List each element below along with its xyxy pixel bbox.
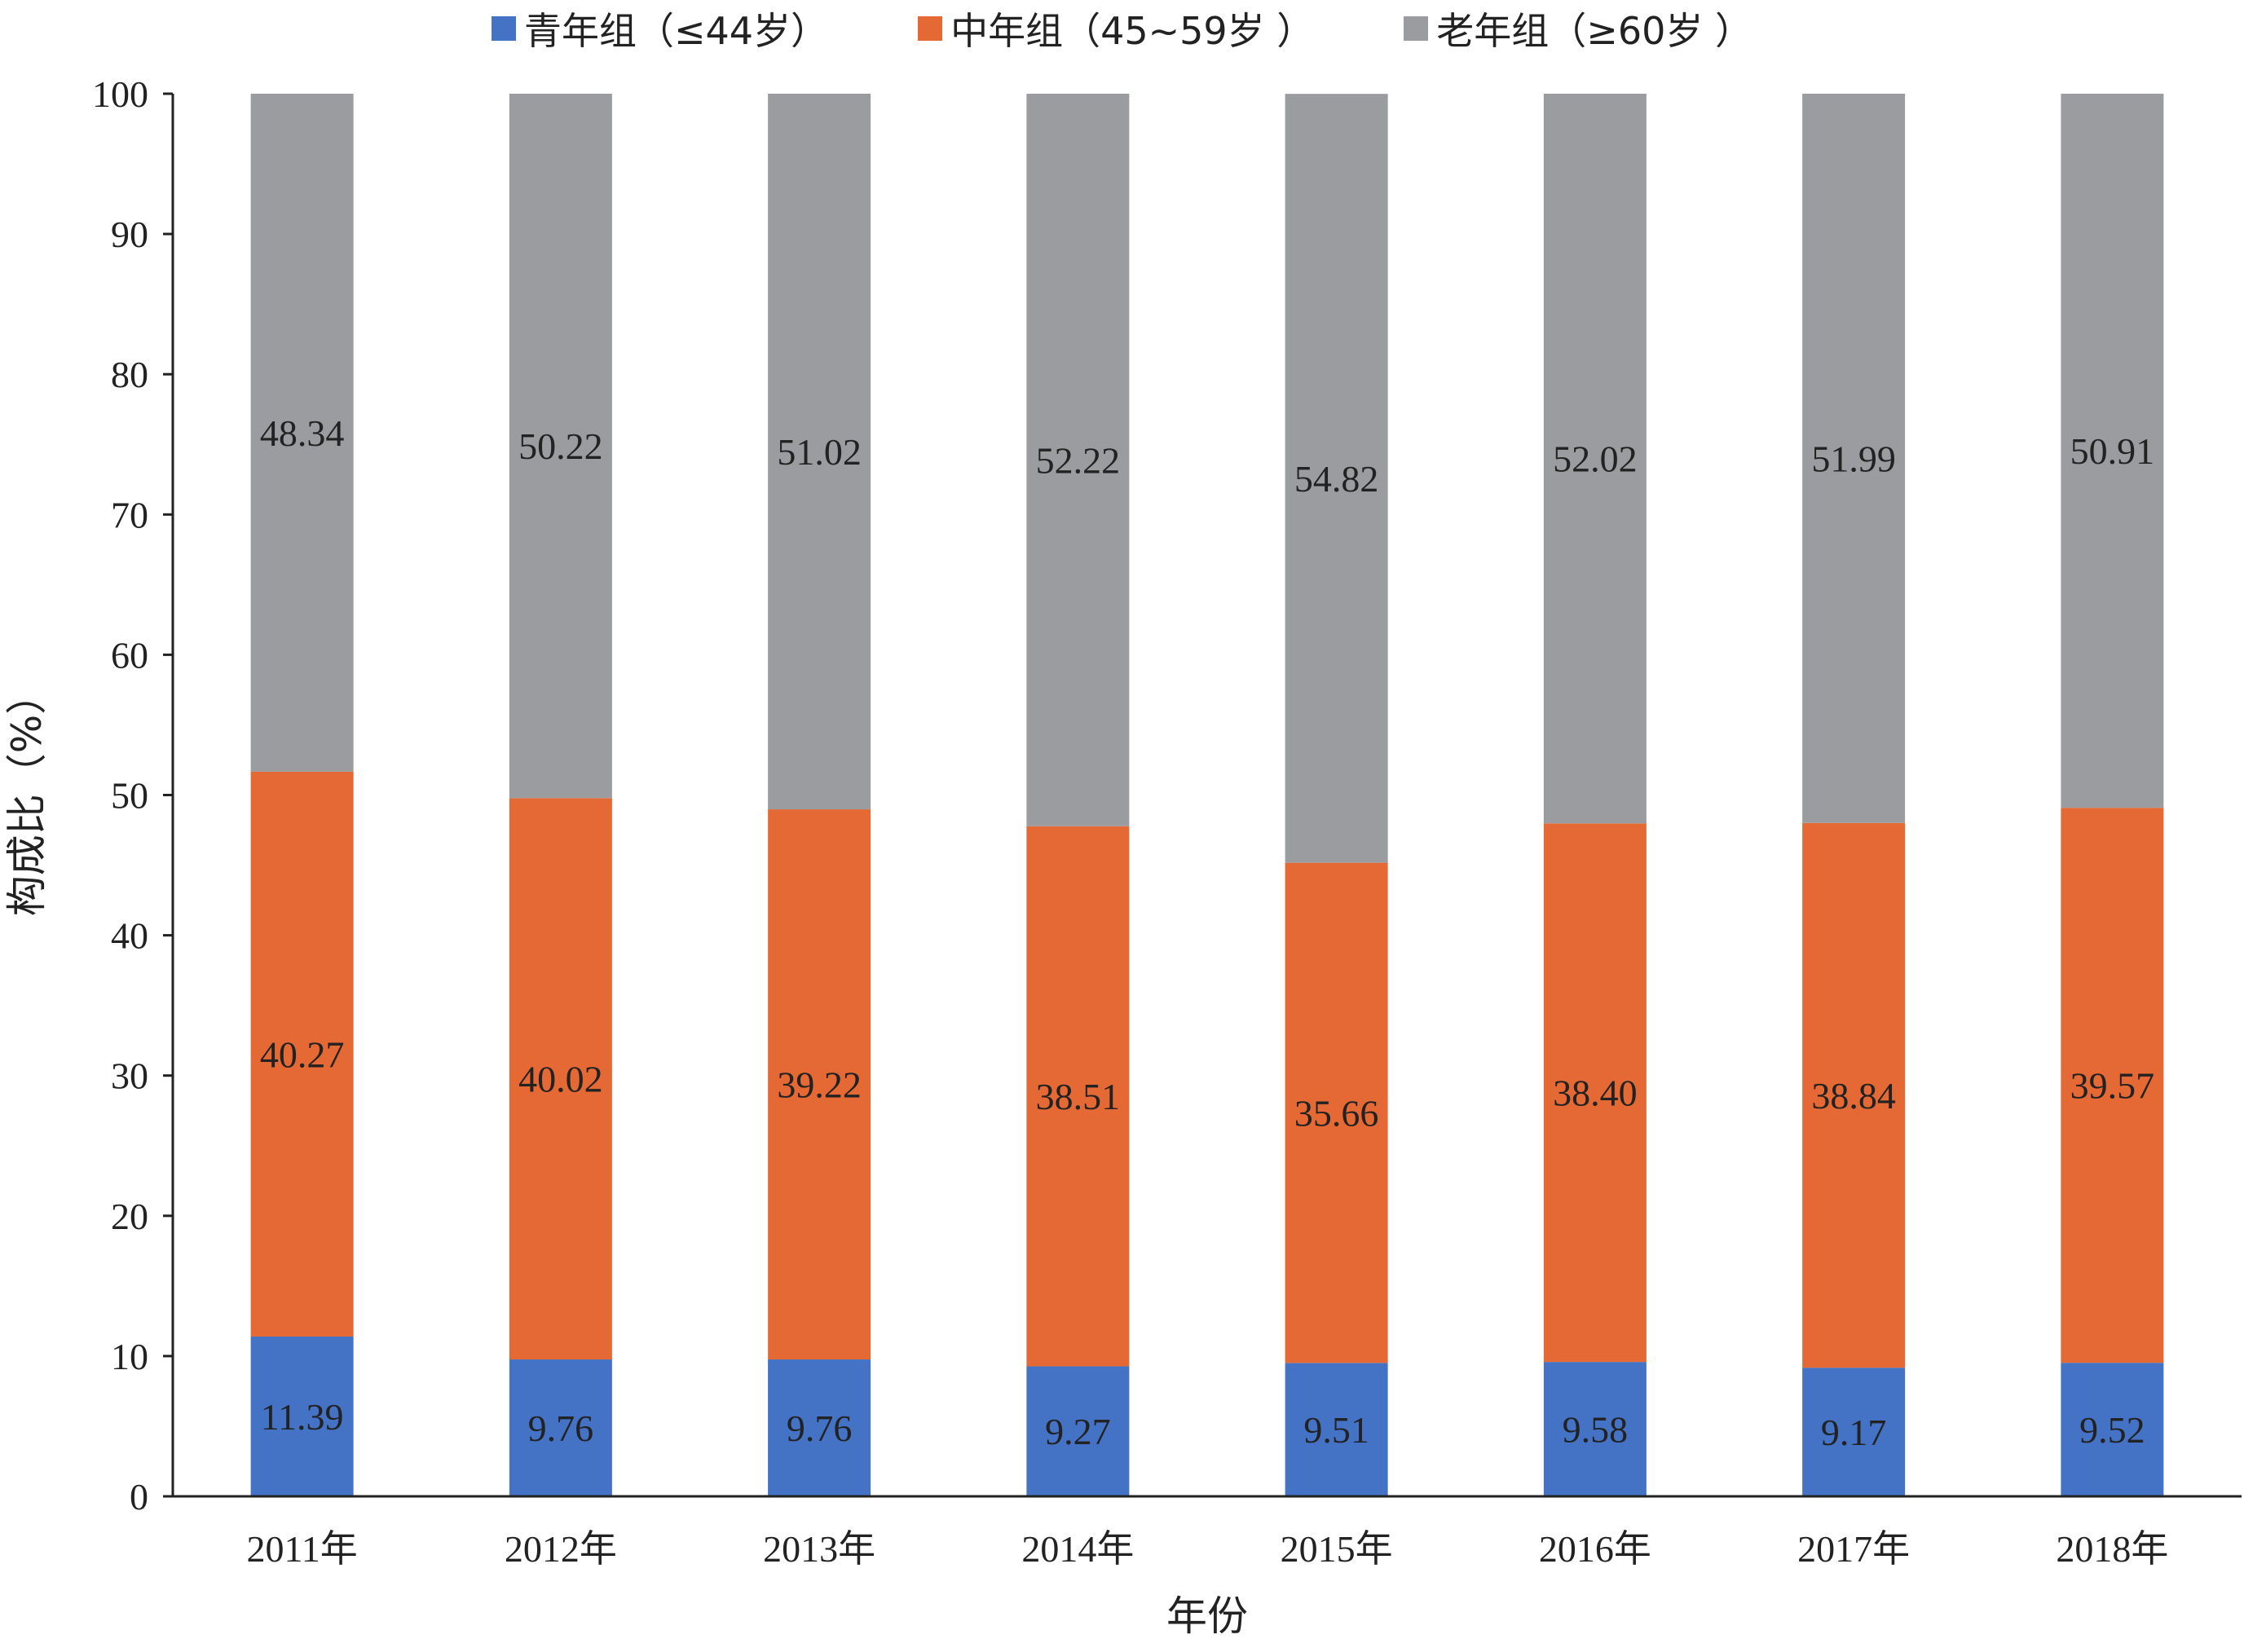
data-label-2016年-series-1: 38.40 xyxy=(1553,1073,1638,1114)
data-label-2015年-series-2: 54.82 xyxy=(1294,458,1379,500)
legend-label-middle: 中年组（45~59岁 ） xyxy=(950,9,1315,53)
data-label-2015年-series-0: 9.51 xyxy=(1303,1409,1369,1451)
x-tick-label-7: 2018年 xyxy=(2056,1528,2168,1570)
bar-2018年-series-2 xyxy=(2061,94,2164,808)
legend-swatch-youth xyxy=(491,16,516,41)
y-tick-label-50: 50 xyxy=(111,775,148,817)
bar-2017年-series-1 xyxy=(1802,822,1906,1368)
bar-2015年-series-1 xyxy=(1285,862,1388,1363)
bar-2016年-series-2 xyxy=(1543,94,1647,824)
data-label-2012年-series-2: 50.22 xyxy=(518,425,603,467)
bar-2013年-series-1 xyxy=(768,809,871,1360)
data-label-2013年-series-1: 39.22 xyxy=(777,1064,862,1106)
y-axis-title: 构成比（%） xyxy=(3,674,51,917)
bar-2018年-series-0 xyxy=(2061,1363,2164,1496)
data-label-2012年-series-1: 40.02 xyxy=(518,1059,603,1100)
y-tick-label-90: 90 xyxy=(111,214,148,255)
legend-item-youth: 青年组（≤44岁） xyxy=(491,2,829,55)
data-label-2014年-series-1: 38.51 xyxy=(1036,1076,1121,1117)
data-label-2012年-series-0: 9.76 xyxy=(528,1408,594,1449)
data-label-2011年-series-2: 48.34 xyxy=(260,412,345,454)
x-axis-ticks: 2011年 2012年 2013年 2014年 2015年 2016年 2017年 2018年 xyxy=(246,1528,2168,1570)
x-tick-label-2: 2013年 xyxy=(763,1528,875,1570)
data-label-2015年-series-1: 35.66 xyxy=(1294,1092,1379,1134)
bars xyxy=(250,94,2164,1496)
bar-2011年-series-1 xyxy=(250,771,354,1337)
y-tick-label-70: 70 xyxy=(111,494,148,535)
bar-2011年-series-0 xyxy=(250,1336,354,1496)
legend-label-youth: 青年组（≤44岁） xyxy=(523,9,829,53)
data-label-2017年-series-1: 38.84 xyxy=(1811,1075,1896,1117)
x-tick-label-6: 2017年 xyxy=(1797,1528,1910,1570)
x-axis-title: 年份 xyxy=(1166,1593,1248,1640)
x-tick-label-0: 2011年 xyxy=(246,1528,357,1570)
data-label-2016年-series-2: 52.02 xyxy=(1553,438,1638,480)
data-label-2018年-series-0: 9.52 xyxy=(2079,1409,2145,1451)
x-tick-label-4: 2015年 xyxy=(1281,1528,1393,1570)
y-tick-label-80: 80 xyxy=(111,354,148,395)
bar-2015年-series-0 xyxy=(1285,1363,1388,1496)
bar-2014年-series-2 xyxy=(1026,94,1130,826)
bar-2017年-series-0 xyxy=(1802,1368,1906,1496)
legend-item-middle: 中年组（45~59岁 ） xyxy=(918,2,1314,55)
data-label-2011年-series-0: 11.39 xyxy=(261,1396,344,1438)
bar-2016年-series-1 xyxy=(1543,823,1647,1363)
bar-2013年-series-2 xyxy=(768,94,871,810)
bar-2012年-series-1 xyxy=(509,798,612,1360)
data-label-2018年-series-2: 50.91 xyxy=(2070,430,2155,472)
data-label-2014年-series-2: 52.22 xyxy=(1036,439,1121,481)
y-axis-ticks: 0 10 20 30 40 50 60 70 80 90 100 xyxy=(92,73,173,1518)
legend-item-elderly: 老年组（≥60岁 ） xyxy=(1404,2,1752,55)
y-tick-label-10: 10 xyxy=(111,1336,148,1377)
bar-2013年-series-0 xyxy=(768,1359,871,1496)
bar-2018年-series-1 xyxy=(2061,808,2164,1363)
x-tick-label-1: 2012年 xyxy=(505,1528,617,1570)
legend-label-elderly: 老年组（≥60岁 ） xyxy=(1436,9,1752,53)
bar-2014年-series-0 xyxy=(1026,1366,1130,1496)
y-tick-label-100: 100 xyxy=(92,73,148,115)
bar-2015年-series-2 xyxy=(1285,94,1388,863)
y-tick-label-20: 20 xyxy=(111,1196,148,1237)
bar-2011年-series-2 xyxy=(250,94,354,772)
legend-swatch-middle xyxy=(918,16,943,41)
data-label-2017年-series-0: 9.17 xyxy=(1821,1412,1887,1453)
bar-2014年-series-1 xyxy=(1026,826,1130,1367)
y-tick-label-0: 0 xyxy=(130,1476,148,1518)
data-label-2018年-series-1: 39.57 xyxy=(2070,1065,2155,1107)
data-label-2013年-series-2: 51.02 xyxy=(777,431,862,473)
y-tick-label-60: 60 xyxy=(111,634,148,676)
legend-swatch-elderly xyxy=(1404,16,1429,41)
legend: 青年组（≤44岁） 中年组（45~59岁 ） 老年组（≥60岁 ） xyxy=(0,0,2244,57)
data-labels: 11.39 40.27 48.34 9.76 40.02 50.22 9.76 39.22 51… xyxy=(260,412,2154,1453)
x-tick-label-5: 2016年 xyxy=(1539,1528,1651,1570)
y-tick-label-30: 30 xyxy=(111,1055,148,1097)
bar-2017年-series-2 xyxy=(1802,94,1906,823)
data-label-2014年-series-0: 9.27 xyxy=(1045,1411,1111,1452)
bar-2016年-series-0 xyxy=(1543,1362,1647,1496)
bar-2012年-series-0 xyxy=(509,1359,612,1496)
data-label-2017年-series-2: 51.99 xyxy=(1811,438,1896,479)
data-label-2011年-series-1: 40.27 xyxy=(260,1033,345,1075)
x-tick-label-3: 2014年 xyxy=(1021,1528,1134,1570)
y-tick-label-40: 40 xyxy=(111,915,148,957)
data-label-2013年-series-0: 9.76 xyxy=(787,1408,853,1449)
bar-2012年-series-2 xyxy=(509,94,612,799)
data-label-2016年-series-0: 9.58 xyxy=(1563,1409,1629,1451)
